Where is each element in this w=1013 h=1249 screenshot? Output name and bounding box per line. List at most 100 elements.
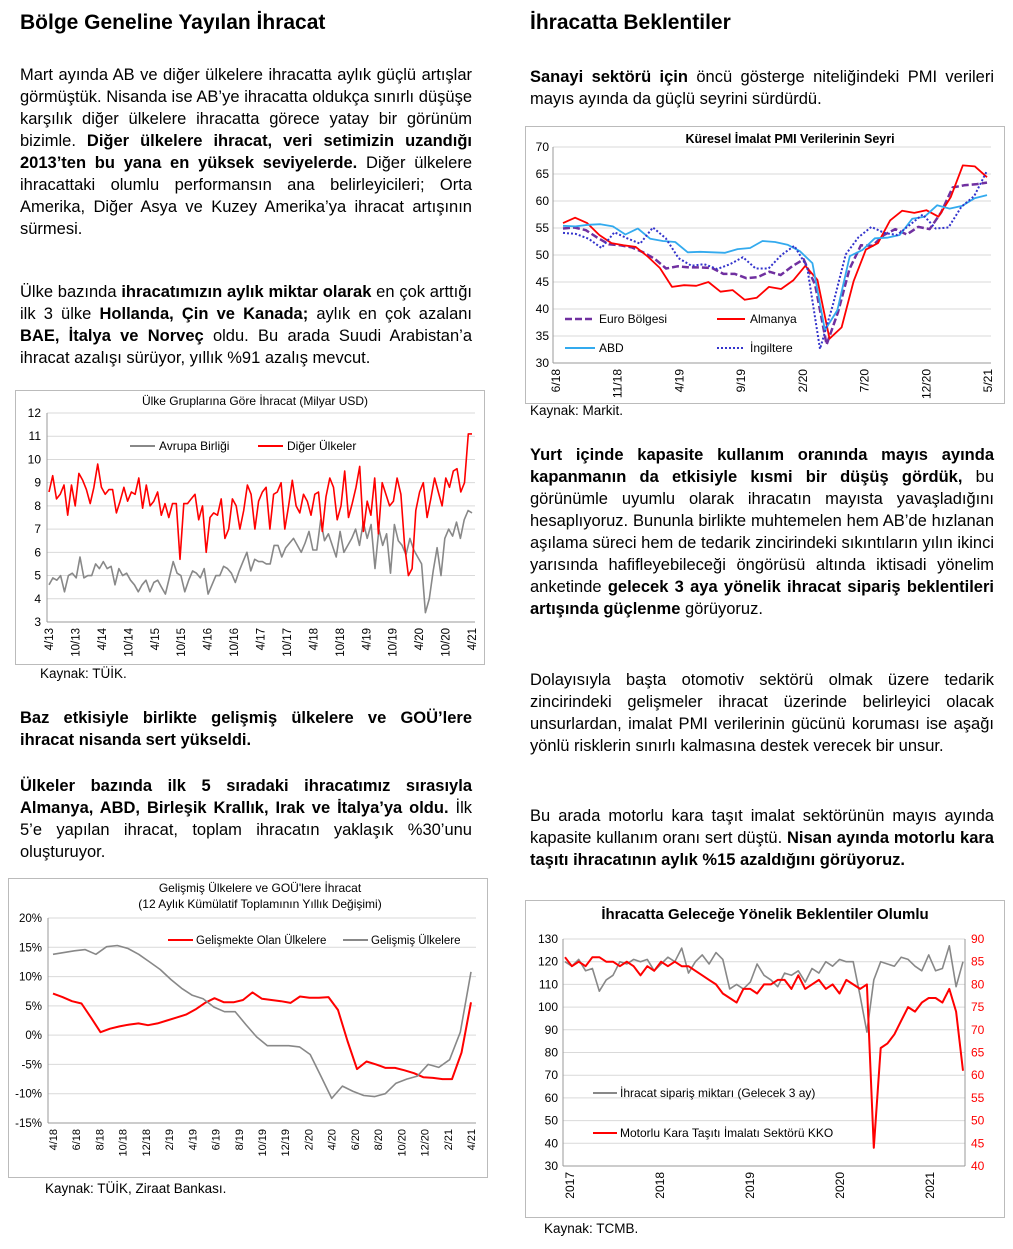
text-run: Ülkeler bazında ilk 5 sıradaki ihracatım… (20, 777, 472, 817)
left-paragraph-2: Ülke bazında ihracatımızın aylık miktar … (20, 281, 472, 369)
y-tick-label: 9 (34, 476, 41, 490)
y-tick-label: 120 (538, 955, 558, 969)
x-tick-label: 2/21 (443, 1129, 455, 1150)
x-tick-label: 10/18 (335, 628, 347, 657)
text-run: Yurt içinde kapasite kullanım oranında m… (530, 446, 994, 486)
text-run: bu görünümle uyumlu olarak ihracatın may… (530, 468, 995, 596)
y-tick-label: 100 (538, 1000, 558, 1014)
text-run: gelecek 3 aya yönelik ihracat sipariş be… (530, 578, 994, 618)
legend-label: Euro Bölgesi (599, 312, 667, 326)
series-line-usa (562, 194, 988, 332)
x-tick-label: 10/17 (282, 628, 294, 657)
x-tick-label: 4/17 (256, 628, 268, 650)
x-tick-label: 10/19 (257, 1129, 269, 1157)
series-line-eurozone (562, 181, 988, 346)
x-tick-label: 4/13 (44, 628, 56, 650)
y-tick-label: -15% (15, 1118, 42, 1130)
text-run: görüyoruz. (680, 600, 763, 618)
y-tick-label: 30 (536, 356, 550, 370)
y-tick-label: 50 (536, 248, 550, 262)
x-tick-label: 10/15 (176, 628, 188, 657)
y-tick-label: 6 (34, 545, 41, 559)
y-tick-label: 70 (536, 140, 550, 154)
text-run: İlk 5’e yapılan ihracat, toplam ihracatı… (20, 799, 472, 861)
x-tick-label: 10/13 (70, 628, 82, 657)
y2-tick-label: 85 (971, 955, 985, 969)
y-tick-label: 60 (536, 194, 550, 208)
x-tick-label: 10/18 (118, 1129, 130, 1157)
y-tick-label: 4 (34, 592, 41, 606)
chart-title: Ülke Gruplarına Göre İhracat (Milyar USD… (142, 394, 368, 408)
y2-tick-label: 65 (971, 1046, 985, 1060)
chart-subtitle: (12 Aylık Kümülatif Toplamının Yıllık De… (138, 897, 381, 911)
y-tick-label: 10% (19, 972, 42, 984)
y-tick-label: 8 (34, 499, 41, 513)
y-tick-label: 5 (34, 569, 41, 583)
x-tick-label: 4/18 (48, 1129, 60, 1150)
x-tick-label: 4/21 (466, 1129, 478, 1150)
left-paragraph-3: Baz etkisiyle birlikte gelişmiş ülkelere… (20, 707, 472, 751)
text-run: Mart ayında AB ve diğer ülkelere ihracat… (20, 66, 472, 150)
x-tick-label: 10/19 (388, 628, 400, 657)
y2-tick-label: 60 (971, 1068, 985, 1082)
y2-tick-label: 50 (971, 1114, 985, 1128)
chart-frame (525, 900, 1005, 1218)
x-tick-label: 2017 (563, 1172, 577, 1199)
x-tick-label: 8/19 (234, 1129, 246, 1150)
y-tick-label: 40 (536, 302, 550, 316)
x-tick-label: 12/20 (420, 1129, 432, 1157)
text-run: öncü gösterge niteliğindeki PMI verileri… (530, 68, 994, 108)
x-tick-label: 10/14 (123, 627, 135, 656)
text-run: Dolayısıyla başta otomotiv sektörü olmak… (530, 671, 994, 755)
x-tick-label: 6/20 (350, 1129, 362, 1150)
y2-tick-label: 80 (971, 977, 985, 991)
left-paragraph-1: Mart ayında AB ve diğer ülkelere ihracat… (20, 64, 472, 240)
y-tick-label: 12 (28, 406, 42, 420)
y-tick-label: 7 (34, 522, 41, 536)
y-tick-label: 80 (545, 1046, 559, 1060)
series-line-developed (52, 944, 472, 1100)
x-tick-label: 4/20 (327, 1129, 339, 1150)
y-tick-label: 110 (539, 977, 558, 991)
chart-title: İhracatta Geleceğe Yönelik Beklentiler O… (601, 906, 928, 923)
legend-label: Gelişmiş Ülkelere (371, 935, 460, 947)
chart-title: Küresel İmalat PMI Verilerinin Seyri (685, 131, 894, 146)
x-tick-label: 4/19 (672, 369, 686, 393)
y-tick-label: 30 (545, 1159, 559, 1173)
x-tick-label: 4/14 (97, 627, 109, 650)
y-tick-label: 15% (19, 942, 42, 954)
series-line-uk (562, 170, 988, 350)
x-tick-label: 2/20 (303, 1129, 315, 1150)
legend-label: İngiltere (750, 341, 793, 355)
legend-label: Avrupa Birliği (159, 439, 229, 453)
text-run: Ülke bazında (20, 283, 122, 301)
x-tick-label: 5/21 (981, 369, 995, 393)
text-run: ihracatımızın aylık miktar olarak (121, 283, 372, 301)
legend-label: Diğer Ülkeler (287, 439, 356, 453)
y-tick-label: 55 (536, 221, 550, 235)
series-line-other (48, 433, 472, 577)
text-run: en çok arttığı ilk 3 ülke (20, 283, 472, 323)
x-tick-label: 10/20 (441, 628, 453, 657)
legend-label: ABD (599, 341, 624, 355)
x-tick-label: 4/18 (308, 628, 320, 650)
text-run: Baz etkisiyle birlikte gelişmiş ülkelere… (20, 709, 472, 749)
y-tick-label: 65 (536, 167, 550, 181)
x-tick-label: 2018 (653, 1172, 667, 1199)
x-tick-label: 4/19 (187, 1129, 199, 1150)
y-tick-label: 0% (25, 1030, 42, 1042)
chart-pmi: Küresel İmalat PMI Verilerinin Seyri 30 35… (525, 126, 1005, 404)
right-paragraph-3: Dolayısıyla başta otomotiv sektörü olmak… (530, 669, 994, 757)
x-tick-label: 4/20 (414, 628, 426, 650)
y-tick-label: 50 (545, 1114, 559, 1128)
text-run: oldu. Bu arada Suudi Arabistan’a ihracat… (20, 327, 473, 367)
text-run: Sanayi sektörü için (530, 68, 688, 86)
chart-frame (525, 126, 1005, 404)
y2-tick-label: 75 (971, 1000, 985, 1014)
legend-label: Gelişmekte Olan Ülkelere (196, 935, 326, 947)
y-tick-label: 3 (34, 615, 41, 629)
text-run: BAE, İtalya ve Norveç (20, 327, 204, 345)
legend-label: İhracat sipariş miktarı (Gelecek 3 ay) (620, 1086, 815, 1100)
y-tick-label: -5% (22, 1059, 42, 1071)
text-run: Hollanda, Çin ve Kanada; (99, 305, 309, 323)
